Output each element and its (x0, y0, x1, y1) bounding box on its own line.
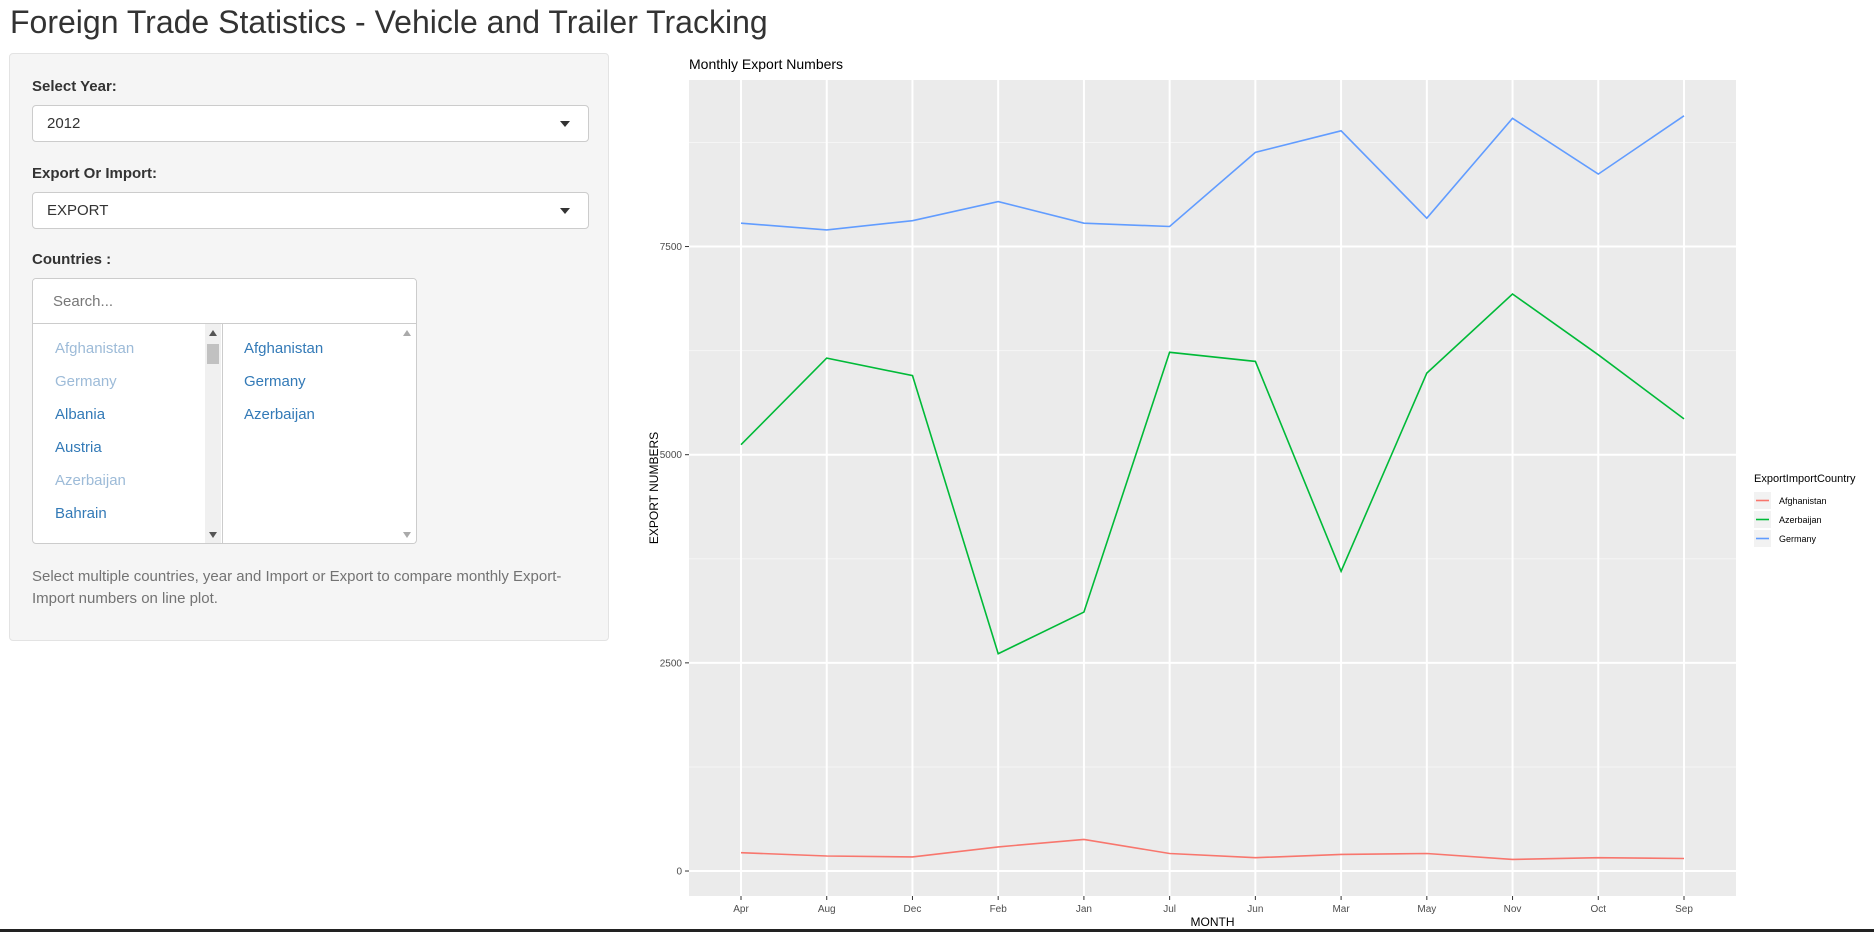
year-label: Select Year: (32, 78, 117, 95)
x-tick-label: May (1417, 904, 1436, 915)
year-select[interactable]: 2012 (32, 105, 589, 142)
scroll-down-icon[interactable] (403, 532, 411, 538)
country-option-afghanistan[interactable]: Afghanistan (55, 340, 135, 357)
plot-panel (689, 80, 1736, 896)
countries-search-input[interactable] (33, 279, 416, 324)
x-tick-label: Jul (1163, 904, 1176, 915)
help-text: Select multiple countries, year and Impo… (32, 568, 562, 607)
countries-multiselect: Afghanistan Germany Albania Austria Azer… (32, 278, 417, 544)
app-title: Foreign Trade Statistics - Vehicle and T… (10, 4, 768, 40)
selected-list-scrollbar[interactable] (399, 324, 415, 543)
x-tick-label: Jan (1076, 904, 1092, 915)
x-tick-label: Sep (1675, 904, 1693, 915)
x-tick-label: Aug (818, 904, 836, 915)
x-tick-label: Mar (1332, 904, 1350, 915)
mode-select[interactable]: EXPORT (32, 192, 589, 229)
legend-label-azerbaijan: Azerbaijan (1779, 515, 1822, 525)
sidebar-panel: Select Year: 2012 Export Or Import: EXPO… (9, 53, 609, 641)
year-select-value: 2012 (47, 115, 81, 132)
chevron-down-icon (560, 208, 570, 214)
legend-label-germany: Germany (1779, 534, 1817, 544)
legend-title: ExportImportCountry (1754, 473, 1856, 485)
export-line-chart: Monthly Export Numbers 0 2500 5000 7500 Apr Au… (647, 56, 1856, 929)
y-axis-title: EXPORT NUMBERS (647, 432, 661, 544)
x-tick-label: Feb (990, 904, 1008, 915)
country-option-germany[interactable]: Germany (55, 373, 117, 390)
scroll-thumb[interactable] (207, 344, 219, 364)
chevron-down-icon (560, 121, 570, 127)
legend-label-afghanistan: Afghanistan (1779, 496, 1827, 506)
scroll-up-icon[interactable] (403, 330, 411, 336)
selected-country-afghanistan[interactable]: Afghanistan (244, 340, 324, 357)
selected-countries-list: Afghanistan Germany Azerbaijan (223, 324, 416, 543)
y-tick-label: 5000 (660, 450, 683, 461)
scroll-down-icon[interactable] (209, 532, 217, 538)
mode-label: Export Or Import: (32, 165, 158, 182)
series-line-afghanistan (740, 838, 1685, 861)
x-tick-label: Oct (1590, 904, 1606, 915)
selected-country-azerbaijan[interactable]: Azerbaijan (244, 406, 315, 423)
mode-select-value: EXPORT (47, 202, 109, 219)
x-tick-label: Apr (733, 904, 749, 915)
series-line-germany (740, 115, 1685, 231)
y-tick-label: 7500 (660, 242, 683, 253)
x-axis-title: MONTH (1191, 915, 1235, 929)
available-list-scrollbar[interactable] (205, 324, 221, 543)
selected-country-germany[interactable]: Germany (244, 373, 306, 390)
country-option-bahrain[interactable]: Bahrain (55, 505, 107, 522)
x-tick-label: Dec (904, 904, 922, 915)
country-option-azerbaijan[interactable]: Azerbaijan (55, 472, 126, 489)
x-tick-label: Nov (1504, 904, 1522, 915)
countries-label: Countries : (32, 251, 112, 268)
country-option-albania[interactable]: Albania (55, 406, 106, 423)
country-option-austria[interactable]: Austria (55, 439, 102, 456)
y-tick-label: 2500 (660, 658, 683, 669)
series-line-azerbaijan (740, 292, 1685, 655)
chart-title: Monthly Export Numbers (689, 56, 843, 72)
available-countries-list: Afghanistan Germany Albania Austria Azer… (33, 324, 223, 543)
x-tick-label: Jun (1247, 904, 1263, 915)
y-tick-label: 0 (676, 867, 682, 878)
scroll-up-icon[interactable] (209, 330, 217, 336)
window-bottom-border (0, 929, 1874, 932)
